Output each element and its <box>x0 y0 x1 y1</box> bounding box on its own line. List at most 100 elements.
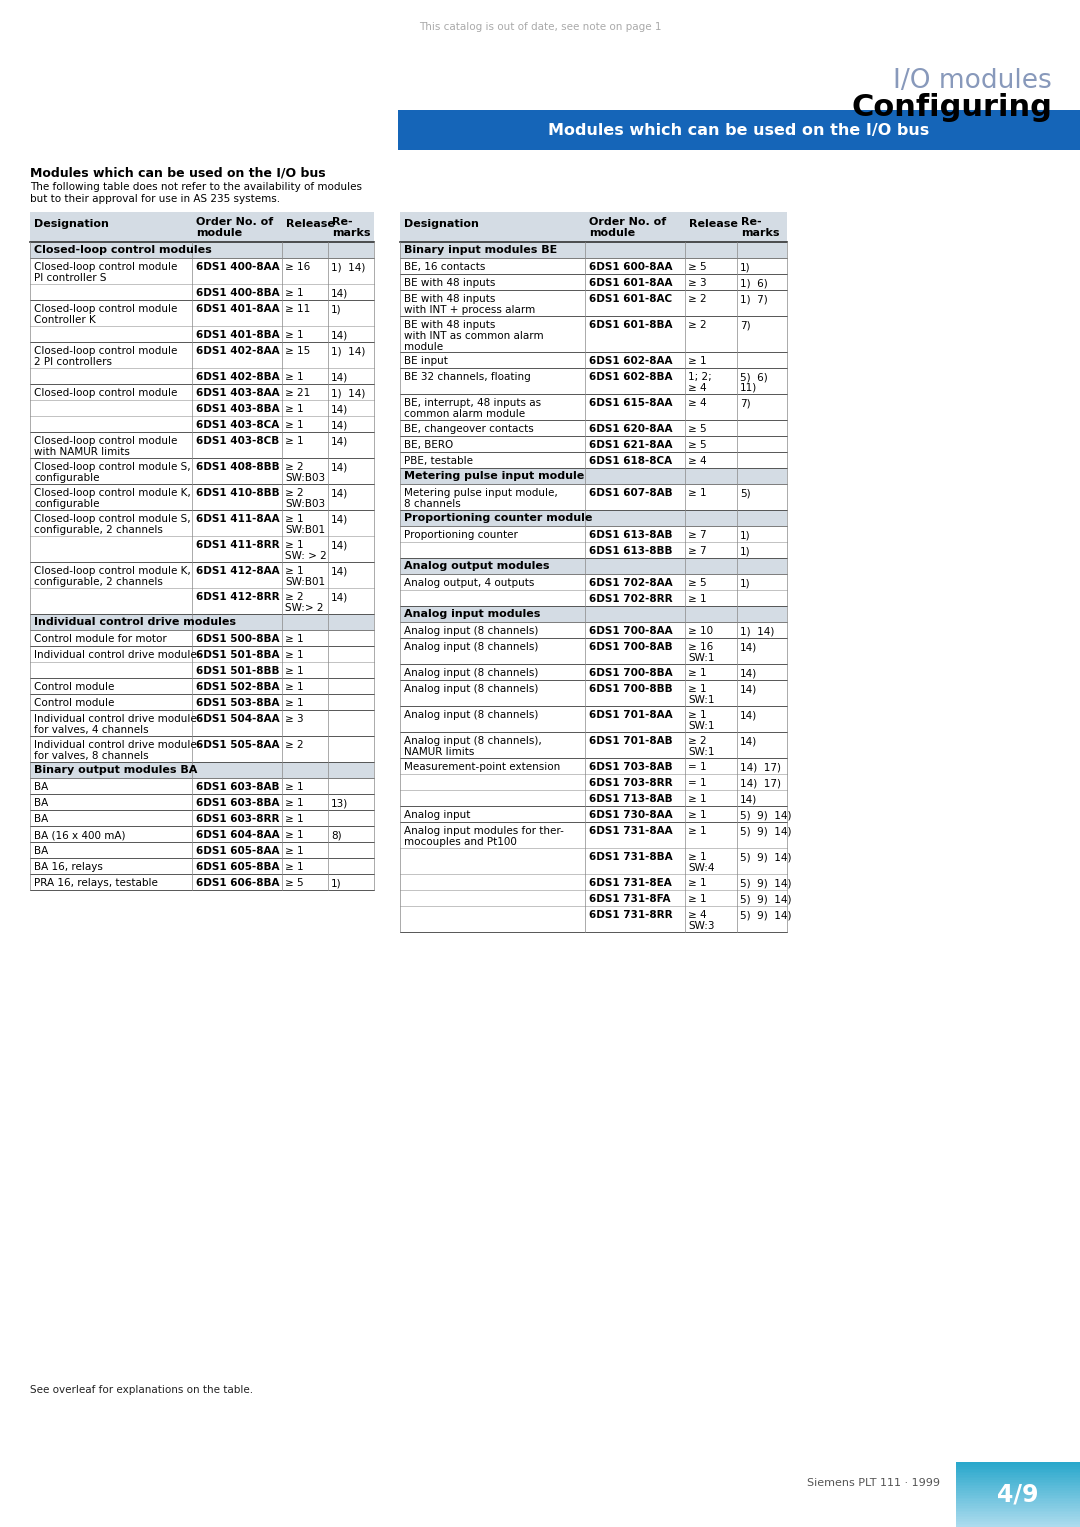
Text: 6DS1 400-8AA: 6DS1 400-8AA <box>195 263 280 272</box>
Text: Binary output modules BA: Binary output modules BA <box>33 765 198 776</box>
Text: ≥ 5: ≥ 5 <box>688 440 706 450</box>
Text: ≥ 1: ≥ 1 <box>688 594 706 605</box>
Text: 6DS1 500-8BA: 6DS1 500-8BA <box>195 634 280 644</box>
Bar <box>956 1467 1080 1469</box>
Text: Release: Release <box>689 218 738 229</box>
Text: Closed-loop control module: Closed-loop control module <box>33 437 177 446</box>
Text: 8): 8) <box>330 831 341 840</box>
Text: SW:B03: SW:B03 <box>285 499 325 508</box>
Text: 6DS1 605-8BA: 6DS1 605-8BA <box>195 863 280 872</box>
Text: ≥ 1: ≥ 1 <box>285 405 303 414</box>
Text: Closed-loop control module S,: Closed-loop control module S, <box>33 515 191 524</box>
Text: ≥ 5: ≥ 5 <box>688 263 706 272</box>
Text: ≥ 16: ≥ 16 <box>285 263 310 272</box>
Text: Analog input (8 channels): Analog input (8 channels) <box>404 641 538 652</box>
Text: SW:> 2: SW:> 2 <box>285 603 324 612</box>
Bar <box>956 1493 1080 1495</box>
Text: but to their approval for use in AS 235 systems.: but to their approval for use in AS 235 … <box>30 194 280 205</box>
Text: 6DS1 408-8BB: 6DS1 408-8BB <box>195 463 280 472</box>
Text: Designation: Designation <box>33 218 109 229</box>
Text: BE with 48 inputs: BE with 48 inputs <box>404 295 496 304</box>
Text: Closed-loop control module: Closed-loop control module <box>33 388 177 399</box>
Text: ≥ 1: ≥ 1 <box>688 684 706 693</box>
Text: ≥ 3: ≥ 3 <box>688 278 706 289</box>
Text: 6DS1 701-8AA: 6DS1 701-8AA <box>589 710 673 721</box>
Text: Siemens PLT 111 · 1999: Siemens PLT 111 · 1999 <box>807 1478 940 1487</box>
Bar <box>30 762 374 777</box>
Text: BE with 48 inputs: BE with 48 inputs <box>404 278 496 289</box>
Text: 13): 13) <box>330 799 348 808</box>
Text: 1): 1) <box>740 579 751 588</box>
Text: 6DS1 403-8BA: 6DS1 403-8BA <box>195 405 280 414</box>
Text: 6DS1 411-8AA: 6DS1 411-8AA <box>195 515 280 524</box>
Bar <box>956 1503 1080 1504</box>
Text: SW:3: SW:3 <box>688 921 715 931</box>
Text: Individual control drive module: Individual control drive module <box>33 651 197 660</box>
Text: ≥ 1: ≥ 1 <box>285 651 303 660</box>
Text: 6DS1 603-8RR: 6DS1 603-8RR <box>195 814 280 825</box>
Bar <box>956 1504 1080 1506</box>
Text: Closed-loop control module: Closed-loop control module <box>33 347 177 356</box>
Text: ≥ 1: ≥ 1 <box>688 710 706 721</box>
Bar <box>956 1469 1080 1471</box>
Text: 6DS1 605-8AA: 6DS1 605-8AA <box>195 846 280 857</box>
Text: 6DS1 603-8BA: 6DS1 603-8BA <box>195 799 280 808</box>
Text: Analog input modules for ther-: Analog input modules for ther- <box>404 826 564 835</box>
Text: 6DS1 613-8AB: 6DS1 613-8AB <box>589 530 673 541</box>
Bar <box>956 1463 1080 1466</box>
Text: 6DS1 702-8RR: 6DS1 702-8RR <box>589 594 673 605</box>
Text: 14)  17): 14) 17) <box>740 777 781 788</box>
Text: 14): 14) <box>330 592 348 602</box>
Text: 14): 14) <box>330 373 348 382</box>
Text: Re-: Re- <box>741 217 761 228</box>
Text: BE, changeover contacts: BE, changeover contacts <box>404 425 534 434</box>
Text: Analog output modules: Analog output modules <box>404 560 550 571</box>
Text: Individual control drive module: Individual control drive module <box>33 715 197 724</box>
Text: SW:1: SW:1 <box>688 747 715 757</box>
Text: ≥ 2: ≥ 2 <box>688 321 706 330</box>
Text: Analog input (8 channels): Analog input (8 channels) <box>404 626 538 637</box>
Bar <box>30 241 374 258</box>
Text: 14): 14) <box>740 710 757 721</box>
Text: BE input: BE input <box>404 356 448 366</box>
Text: configurable: configurable <box>33 499 99 508</box>
Text: 6DS1 604-8AA: 6DS1 604-8AA <box>195 831 280 840</box>
Text: BA: BA <box>33 799 49 808</box>
Text: for valves, 4 channels: for valves, 4 channels <box>33 725 149 734</box>
Text: with INT as common alarm: with INT as common alarm <box>404 331 543 341</box>
Text: 6DS1 702-8AA: 6DS1 702-8AA <box>589 579 673 588</box>
Text: 5)  6): 5) 6) <box>740 373 768 382</box>
Text: PRA 16, relays, testable: PRA 16, relays, testable <box>33 878 158 889</box>
Text: Closed-loop control module S,: Closed-loop control module S, <box>33 463 191 472</box>
Text: 2 PI controllers: 2 PI controllers <box>33 357 112 366</box>
Text: BA: BA <box>33 814 49 825</box>
Text: 6DS1 400-8BA: 6DS1 400-8BA <box>195 289 280 298</box>
Bar <box>400 241 787 258</box>
Text: ≥ 1: ≥ 1 <box>285 831 303 840</box>
Text: Measurement-point extension: Measurement-point extension <box>404 762 561 773</box>
Text: BE 32 channels, floating: BE 32 channels, floating <box>404 373 530 382</box>
Text: Analog input modules: Analog input modules <box>404 609 540 618</box>
Text: ≥ 4: ≥ 4 <box>688 910 706 919</box>
Bar <box>956 1501 1080 1503</box>
Text: 7): 7) <box>740 321 751 330</box>
Text: 6DS1 700-8BB: 6DS1 700-8BB <box>589 684 673 693</box>
Text: See overleaf for explanations on the table.: See overleaf for explanations on the tab… <box>30 1385 253 1396</box>
Bar <box>956 1524 1080 1525</box>
Text: Controller K: Controller K <box>33 315 96 325</box>
Text: Analog input (8 channels): Analog input (8 channels) <box>404 667 538 678</box>
Text: for valves, 8 channels: for valves, 8 channels <box>33 751 149 760</box>
Text: PI controller S: PI controller S <box>33 273 107 282</box>
Text: 11): 11) <box>740 383 757 392</box>
Text: ≥ 1: ≥ 1 <box>688 852 706 863</box>
Text: Analog input (8 channels),: Analog input (8 channels), <box>404 736 542 747</box>
Text: Closed-loop control module K,: Closed-loop control module K, <box>33 489 191 498</box>
Bar <box>956 1496 1080 1498</box>
Text: 6DS1 703-8RR: 6DS1 703-8RR <box>589 777 673 788</box>
Text: ≥ 4: ≥ 4 <box>688 383 706 392</box>
Bar <box>956 1516 1080 1518</box>
Text: ≥ 4: ≥ 4 <box>688 457 706 466</box>
Text: 14): 14) <box>740 684 757 693</box>
Bar <box>956 1495 1080 1496</box>
Text: BA (16 x 400 mA): BA (16 x 400 mA) <box>33 831 125 840</box>
